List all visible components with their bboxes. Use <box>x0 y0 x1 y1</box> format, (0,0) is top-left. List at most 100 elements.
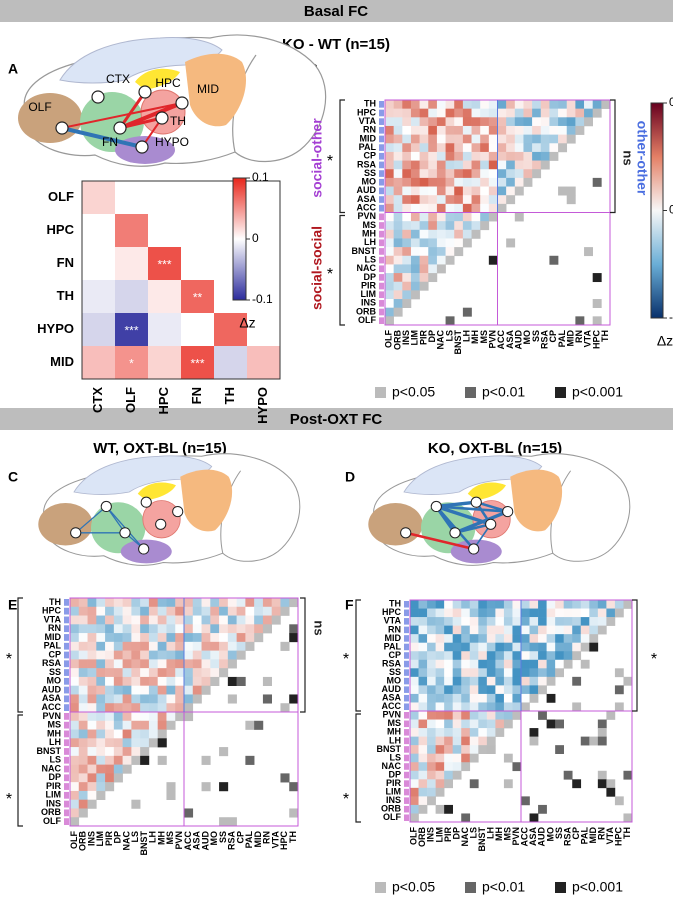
matrix-texture <box>445 151 455 161</box>
matrix-texture <box>454 151 464 161</box>
matrix-texture <box>140 685 150 695</box>
matrix-texture <box>393 100 403 109</box>
matrix-texture <box>70 694 80 704</box>
matrix-texture <box>410 203 420 213</box>
legend-swatch <box>465 387 476 398</box>
matrix-texture <box>418 693 428 703</box>
matrix-texture <box>486 668 496 678</box>
row-color-strip <box>404 814 409 821</box>
row-color-strip <box>64 695 69 703</box>
matrix-texture <box>385 203 394 213</box>
matrix-texture <box>227 641 237 651</box>
matrix-texture <box>478 685 488 695</box>
row-label: SS <box>364 168 376 178</box>
matrix-texture <box>532 143 542 153</box>
matrix-texture <box>444 711 453 720</box>
matrix-texture <box>461 702 471 712</box>
matrix-texture <box>514 108 524 118</box>
matrix-texture <box>122 606 132 616</box>
matrix-texture <box>192 624 202 634</box>
matrix-texture <box>410 221 420 231</box>
matrix-texture <box>444 659 453 669</box>
matrix-texture <box>87 676 97 686</box>
column-label: AUD <box>514 330 524 350</box>
matrix-texture <box>131 598 141 608</box>
matrix-texture <box>436 247 446 257</box>
matrix-texture <box>452 719 462 729</box>
matrix-texture <box>495 651 505 661</box>
column-label: MS <box>503 827 513 841</box>
row-color-strip <box>404 788 409 796</box>
matrix-texture <box>418 711 428 720</box>
matrix-texture <box>254 606 264 616</box>
matrix-texture <box>175 703 185 713</box>
matrix-texture <box>70 755 80 765</box>
matrix-texture <box>454 195 464 205</box>
matrix-texture <box>122 729 132 739</box>
matrix-texture <box>70 615 80 625</box>
matrix-texture <box>78 782 88 792</box>
matrix-texture <box>70 641 80 651</box>
matrix-cell <box>82 313 115 346</box>
matrix-texture <box>436 169 446 179</box>
column-label: LIM <box>410 330 420 346</box>
matrix-texture <box>385 255 394 265</box>
matrix-texture <box>435 804 445 814</box>
matrix-texture <box>192 676 202 686</box>
matrix-texture <box>503 702 513 712</box>
row-label: RN <box>48 623 61 633</box>
row-color-strip <box>404 643 409 651</box>
matrix-texture <box>488 100 498 109</box>
matrix-texture <box>495 600 505 609</box>
matrix-texture <box>521 651 530 661</box>
matrix-texture <box>87 668 97 678</box>
matrix-texture <box>454 247 464 257</box>
matrix-texture <box>575 100 585 109</box>
matrix-texture <box>219 633 229 643</box>
matrix-texture <box>78 755 88 765</box>
matrix-texture <box>96 712 106 722</box>
matrix-texture <box>148 694 158 704</box>
matrix-texture <box>175 624 185 634</box>
matrix-texture <box>148 641 158 651</box>
row-label: AUD <box>382 684 402 694</box>
row-color-strip <box>379 144 384 151</box>
region-label: HYPO <box>155 135 189 149</box>
matrix-texture <box>454 221 464 231</box>
matrix-texture <box>532 117 542 127</box>
matrix-texture <box>436 177 446 187</box>
matrix-cell <box>148 313 181 346</box>
row-label: ACC <box>357 203 377 213</box>
matrix-texture <box>105 676 115 686</box>
matrix-cell <box>115 247 148 280</box>
matrix-texture <box>113 606 123 616</box>
matrix-texture <box>462 203 472 213</box>
matrix-texture <box>497 125 507 135</box>
matrix-texture <box>497 143 507 153</box>
matrix-texture <box>78 747 88 757</box>
matrix-texture <box>589 600 599 609</box>
matrix-texture <box>495 659 505 669</box>
matrix-texture <box>435 625 445 635</box>
matrix-texture <box>529 676 539 686</box>
matrix-texture <box>563 608 573 618</box>
matrix-texture <box>210 633 220 643</box>
matrix-texture <box>175 598 185 608</box>
matrix-texture <box>140 615 150 625</box>
matrix-texture <box>70 633 80 643</box>
matrix-texture <box>444 719 453 729</box>
matrix-texture <box>131 703 141 713</box>
matrix-texture <box>184 633 194 643</box>
matrix-texture <box>96 782 106 792</box>
matrix-texture <box>87 615 97 625</box>
matrix-texture <box>461 762 471 772</box>
row-color-strip <box>404 626 409 634</box>
row-color-strip <box>64 660 69 668</box>
matrix-texture <box>540 100 550 109</box>
matrix-texture <box>419 281 429 291</box>
matrix-texture <box>105 764 115 774</box>
matrix-texture <box>427 753 436 763</box>
matrix-texture <box>471 203 481 213</box>
column-label: MID <box>588 827 598 844</box>
matrix-texture <box>436 151 446 161</box>
